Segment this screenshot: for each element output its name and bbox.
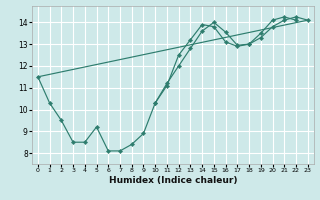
X-axis label: Humidex (Indice chaleur): Humidex (Indice chaleur) xyxy=(108,176,237,185)
